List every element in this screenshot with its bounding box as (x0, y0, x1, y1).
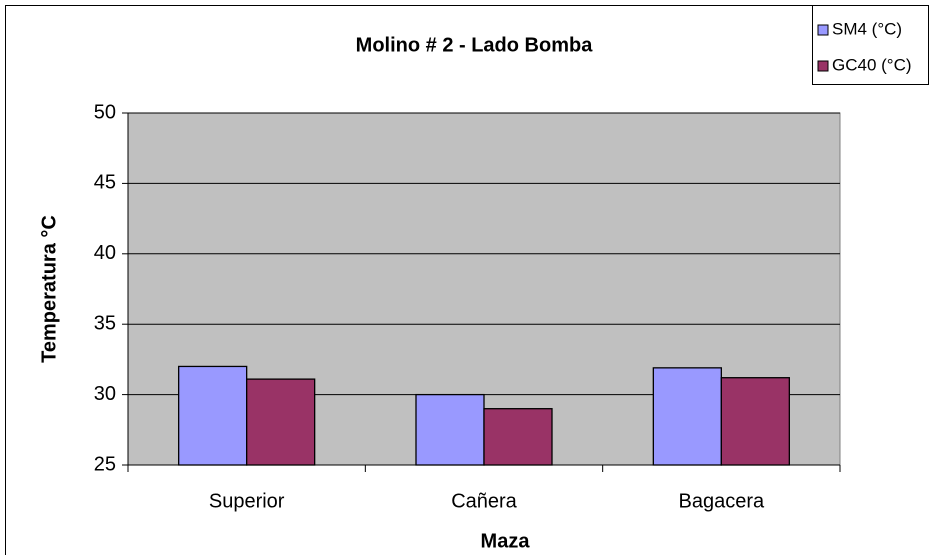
legend (812, 5, 929, 85)
y-tick-label: 25 (94, 453, 116, 475)
x-tick-label: Cañera (451, 490, 517, 512)
y-tick-label: 50 (94, 101, 116, 123)
bar (483, 408, 553, 466)
bar (652, 367, 722, 466)
x-tick-label: Bagacera (679, 490, 765, 512)
chart-title: Molino # 2 - Lado Bomba (356, 34, 594, 56)
x-tick-label: Superior (209, 490, 285, 512)
y-tick-label: 30 (94, 383, 116, 405)
bar (720, 377, 790, 466)
legend-swatch (817, 24, 829, 36)
legend-label: SM4 (°C) (832, 19, 902, 38)
y-tick-label: 35 (94, 312, 116, 334)
legend-label: GC40 (°C) (832, 55, 912, 74)
legend-swatch (817, 60, 829, 72)
bar (246, 378, 316, 466)
y-tick-label: 40 (94, 242, 116, 264)
x-axis-label: Maza (481, 530, 531, 552)
y-axis-label: Temperatura °C (38, 215, 60, 363)
bar (178, 365, 248, 466)
y-tick-label: 45 (94, 172, 116, 194)
bar (415, 393, 485, 466)
